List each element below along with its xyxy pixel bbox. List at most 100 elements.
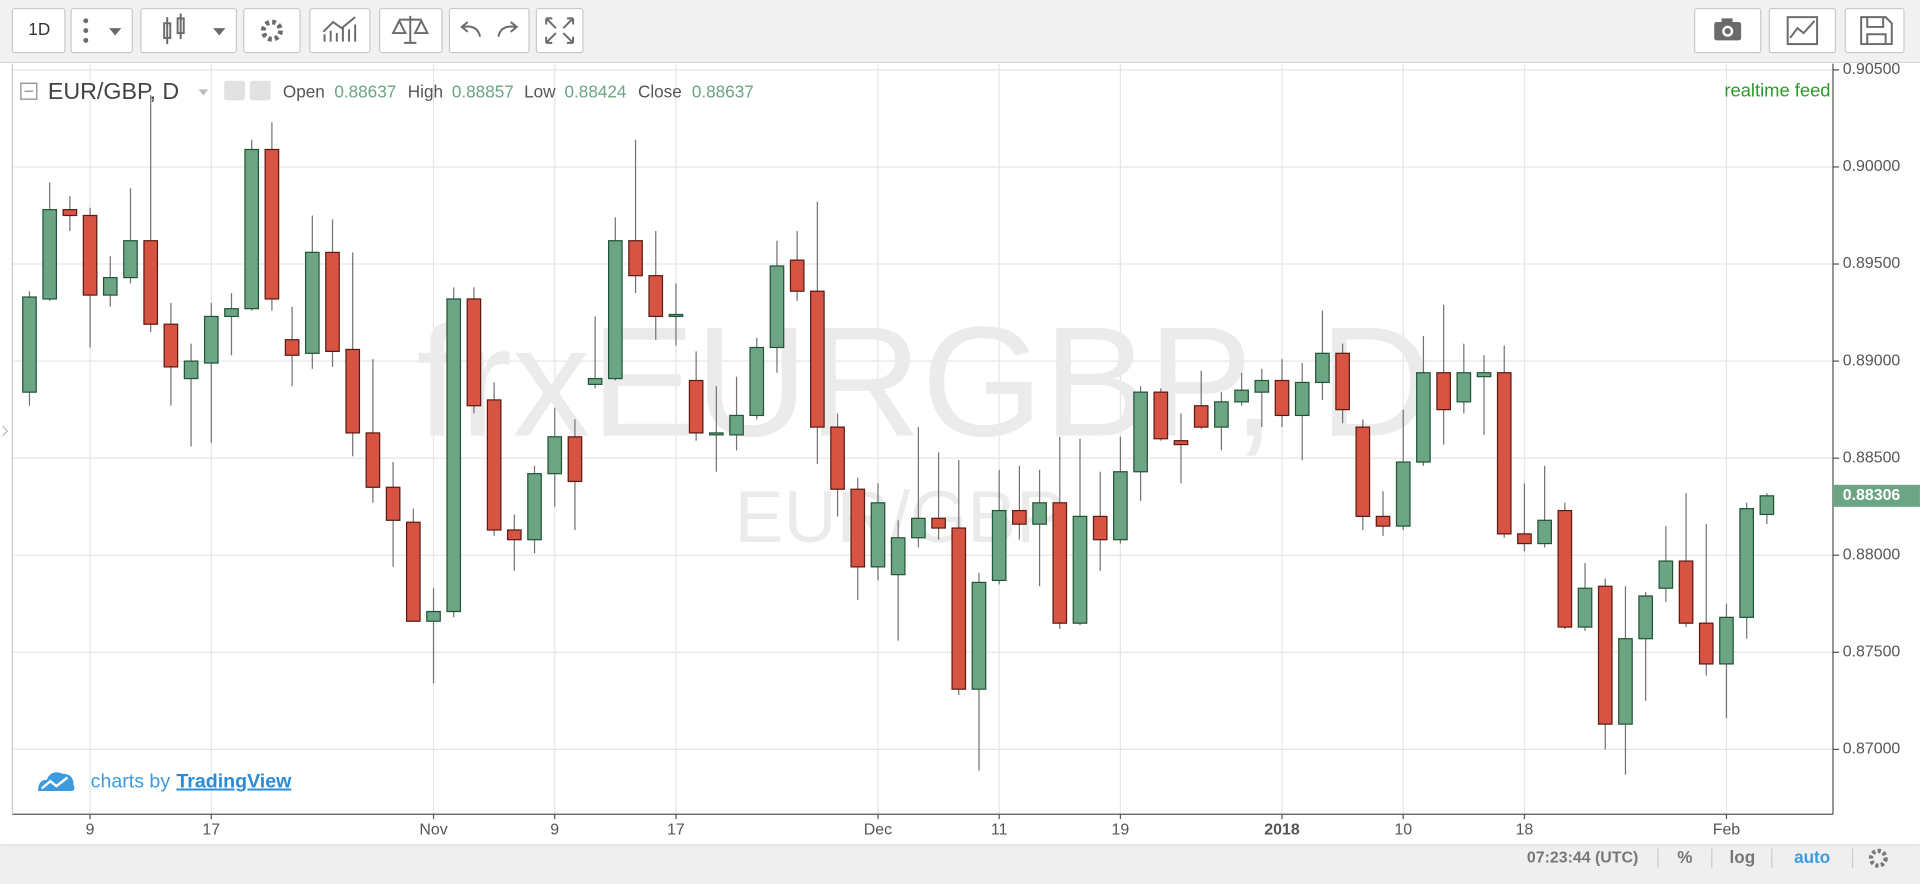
branding-logo bbox=[38, 772, 75, 791]
candle-body bbox=[587, 377, 603, 385]
branding-link[interactable]: TradingView bbox=[176, 771, 292, 793]
branding-prefix: charts by bbox=[91, 771, 171, 793]
candle-body bbox=[668, 313, 684, 318]
candle-body bbox=[1133, 391, 1148, 473]
x-tick-label: 10 bbox=[1394, 821, 1412, 838]
legend: EUR/GBP, D Open 0.88637 High 0.88857 Low 0.88… bbox=[20, 78, 754, 104]
chart-style-button[interactable] bbox=[140, 7, 238, 54]
x-tick-label: 2018 bbox=[1264, 821, 1300, 838]
candle-body bbox=[931, 517, 946, 529]
branding-logo-line bbox=[40, 776, 69, 790]
candle-body bbox=[850, 488, 866, 568]
candle-body bbox=[1476, 372, 1492, 378]
symbol-menu[interactable] bbox=[198, 89, 209, 96]
candle-body bbox=[1254, 379, 1270, 393]
candle-body bbox=[830, 426, 845, 490]
interval-button[interactable]: 1D bbox=[11, 7, 66, 54]
candle-body bbox=[890, 537, 906, 576]
x-tick-label: 17 bbox=[667, 821, 685, 838]
legend-field-value: 0.88424 bbox=[565, 82, 627, 102]
candles bbox=[22, 95, 1775, 775]
y-tick-label: 0.90000 bbox=[1843, 158, 1901, 175]
candle-body bbox=[1557, 509, 1573, 628]
legend-symbol: EUR/GBP, D bbox=[48, 78, 179, 104]
indicators-button[interactable] bbox=[309, 7, 371, 54]
candle-body bbox=[1335, 352, 1350, 411]
candle-body bbox=[365, 432, 381, 488]
y-tick-label: 0.87500 bbox=[1843, 644, 1901, 661]
candle-body bbox=[385, 486, 401, 521]
last-price-tag bbox=[1832, 484, 1920, 507]
candle-body bbox=[648, 275, 664, 318]
legend-field-value: 0.88857 bbox=[452, 82, 514, 102]
save-button[interactable] bbox=[1844, 7, 1905, 54]
price-axis bbox=[1832, 63, 1920, 815]
auto-toggle[interactable]: auto bbox=[1794, 847, 1830, 867]
branding: charts by TradingView bbox=[38, 771, 292, 793]
x-tick-label: Feb bbox=[1713, 821, 1741, 838]
candle-body bbox=[1173, 440, 1189, 446]
candle-body bbox=[1416, 372, 1431, 463]
side-toggle[interactable] bbox=[2, 425, 9, 437]
candle-body bbox=[1638, 595, 1653, 640]
log-toggle[interactable]: log bbox=[1730, 847, 1756, 867]
fullscreen-button[interactable] bbox=[535, 7, 584, 54]
clock: 07:23:44 (UTC) bbox=[1527, 849, 1638, 866]
x-tick-label: 11 bbox=[991, 821, 1008, 838]
y-tick-label: 0.87000 bbox=[1843, 741, 1901, 758]
y-tick-label: 0.89000 bbox=[1843, 352, 1901, 369]
candle-body bbox=[22, 296, 37, 393]
candle-body bbox=[1658, 560, 1674, 589]
candle-body bbox=[1294, 381, 1310, 417]
last-price-label: 0.88306 bbox=[1843, 487, 1901, 504]
legend-field-label: Open bbox=[283, 82, 325, 102]
candle-body bbox=[749, 346, 765, 417]
candle-body bbox=[1355, 426, 1371, 518]
y-tick-label: 0.88000 bbox=[1843, 546, 1901, 563]
candle-body bbox=[486, 399, 502, 531]
candle-body bbox=[42, 209, 58, 300]
candle-body bbox=[1092, 515, 1108, 541]
candle-body bbox=[1537, 519, 1552, 545]
candle-body bbox=[1012, 509, 1027, 525]
candle-body bbox=[688, 379, 704, 434]
candle-body bbox=[1375, 515, 1391, 527]
candle-body bbox=[1739, 508, 1755, 618]
snapshot-button[interactable] bbox=[1694, 7, 1762, 54]
interval-menu-button[interactable] bbox=[70, 7, 133, 54]
x-tick-label: 17 bbox=[202, 821, 220, 838]
candle-body bbox=[1456, 372, 1472, 403]
settings-button[interactable] bbox=[243, 7, 301, 54]
axis-labels: 0.87000 0.87500 0.88000 0.88500 0.89000 0.895… bbox=[86, 61, 1920, 838]
visibility-icon[interactable] bbox=[224, 80, 245, 101]
footer-settings[interactable] bbox=[1868, 848, 1888, 868]
candle-body bbox=[1678, 560, 1694, 624]
x-tick-label: 9 bbox=[86, 821, 95, 838]
candle-body bbox=[1153, 391, 1169, 440]
candle-body bbox=[426, 610, 441, 622]
candle-body bbox=[1113, 471, 1128, 541]
candle-body bbox=[284, 339, 300, 356]
candle-body bbox=[506, 529, 522, 541]
candle-body bbox=[810, 290, 825, 428]
candle-body bbox=[1698, 622, 1714, 665]
candle-body bbox=[163, 323, 179, 368]
legend-field-label: High bbox=[408, 82, 443, 102]
footer bbox=[0, 844, 1920, 884]
candle-body bbox=[951, 527, 967, 690]
x-tick-label: Nov bbox=[419, 821, 447, 838]
candle-body bbox=[527, 473, 542, 541]
legend-field-value: 0.88637 bbox=[692, 82, 754, 102]
chart-layout-button[interactable] bbox=[1768, 7, 1837, 54]
format-icon[interactable] bbox=[249, 80, 271, 101]
candle-body bbox=[466, 298, 482, 407]
interval-label: 1D bbox=[28, 19, 50, 39]
undo-redo-buttons[interactable] bbox=[448, 7, 530, 54]
legend-fields: Open 0.88637 High 0.88857 Low 0.88424 Close 0.8… bbox=[283, 82, 754, 102]
candle-body bbox=[183, 360, 199, 380]
candle-body bbox=[709, 432, 724, 436]
percent-toggle[interactable]: % bbox=[1677, 847, 1692, 867]
y-tick-label: 0.89500 bbox=[1843, 255, 1901, 272]
compare-button[interactable] bbox=[379, 7, 443, 54]
candle-body bbox=[224, 308, 239, 318]
